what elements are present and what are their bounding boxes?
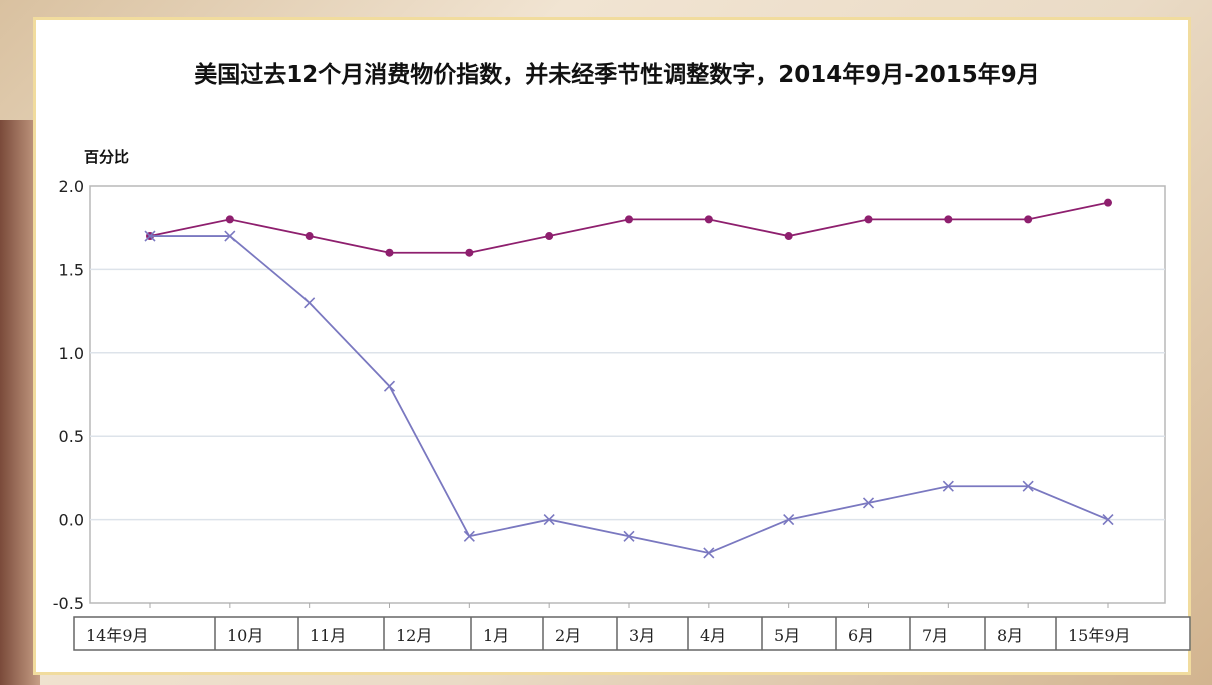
data-point xyxy=(224,230,236,242)
data-point xyxy=(783,514,795,526)
x-category-label: 11月 xyxy=(310,626,346,645)
y-axis-label: 百分比 xyxy=(84,148,129,166)
data-point xyxy=(385,248,394,257)
x-category-label: 10月 xyxy=(227,626,263,645)
y-tick-label: 0.5 xyxy=(59,427,84,446)
x-category-label: 12月 xyxy=(396,626,432,645)
data-point xyxy=(944,215,953,224)
data-point xyxy=(784,232,793,241)
data-point xyxy=(1104,198,1112,207)
y-tick-label: 0.0 xyxy=(59,511,84,530)
data-point xyxy=(1102,514,1114,526)
data-point xyxy=(1022,480,1034,492)
x-category-label: 1月 xyxy=(483,626,509,645)
data-point xyxy=(1024,215,1033,224)
x-category-label: 14年9月 xyxy=(86,626,149,645)
plot-area xyxy=(89,185,1166,604)
data-point xyxy=(625,215,633,224)
data-point xyxy=(942,480,954,492)
data-point xyxy=(543,514,555,526)
data-point xyxy=(463,530,475,542)
data-point xyxy=(545,232,554,241)
y-tick-label: 2.0 xyxy=(59,177,84,196)
x-category-label: 6月 xyxy=(848,626,874,645)
x-category-label: 3月 xyxy=(629,626,655,645)
data-point xyxy=(465,248,474,257)
data-point xyxy=(304,297,316,309)
data-point xyxy=(704,215,713,224)
data-point xyxy=(703,547,715,559)
data-point xyxy=(144,230,156,242)
x-category-label: 4月 xyxy=(700,626,726,645)
chart-title: 美国过去12个月消费物价指数，并未经季节性调整数字，2014年9月-2015年9… xyxy=(194,61,1040,88)
x-category-label: 5月 xyxy=(774,626,800,645)
y-tick-label: 1.0 xyxy=(59,344,84,363)
data-point xyxy=(623,530,635,542)
x-category-label: 2月 xyxy=(555,626,581,645)
x-category-label: 7月 xyxy=(922,626,948,645)
category-table xyxy=(73,616,1191,651)
data-point xyxy=(864,215,873,224)
x-category-label: 15年9月 xyxy=(1068,626,1131,645)
x-category-label: 8月 xyxy=(997,626,1023,645)
data-point xyxy=(225,215,234,224)
y-tick-label: -0.5 xyxy=(53,594,84,613)
data-point xyxy=(383,380,396,392)
y-tick-label: 1.5 xyxy=(59,260,84,279)
data-point xyxy=(862,497,875,509)
data-point xyxy=(305,232,314,241)
